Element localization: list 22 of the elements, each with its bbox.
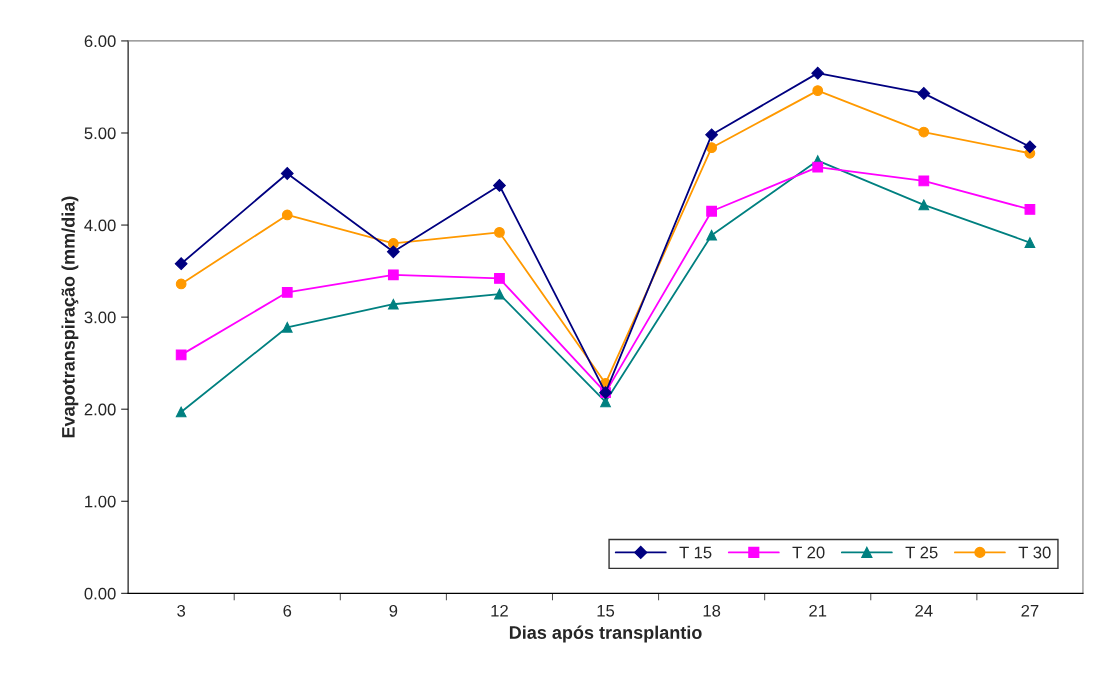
legend-label: T 15: [679, 546, 712, 559]
y-tick-label: 3.00: [84, 311, 116, 324]
x-tick-label: 15: [597, 605, 615, 617]
x-tick-label: 18: [703, 604, 721, 617]
y-tick-label: 2.00: [84, 403, 116, 416]
x-tick-label: 24: [915, 604, 933, 617]
y-tick-label: 0.00: [84, 587, 116, 600]
legend-label: T 30: [1018, 546, 1051, 559]
y-tick-label: 6.00: [84, 35, 116, 48]
y-tick-label: 5.00: [84, 127, 116, 140]
y-axis-title: Evapotranspiração (mm/dia): [61, 196, 79, 438]
legend-label: T 25: [905, 546, 938, 559]
x-axis-title: Dias após transplantio: [509, 625, 702, 643]
x-tick-label: 9: [389, 604, 398, 617]
x-tick-label: 21: [809, 604, 827, 617]
x-tick-label: 27: [1021, 604, 1039, 617]
x-tick-label: 6: [283, 604, 292, 617]
x-tick-label: 3: [177, 604, 186, 617]
x-tick-label: 12: [491, 604, 508, 617]
y-tick-label: 4.00: [84, 219, 116, 232]
legend-label: T 20: [792, 546, 825, 559]
y-tick-label: 1.00: [85, 495, 116, 508]
